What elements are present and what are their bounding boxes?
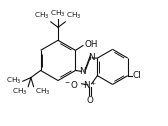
Text: CH$_3$: CH$_3$ xyxy=(6,76,22,86)
Text: CH$_3$: CH$_3$ xyxy=(34,87,50,97)
Text: CH$_3$: CH$_3$ xyxy=(50,8,66,19)
Text: CH$_3$: CH$_3$ xyxy=(12,87,28,97)
Text: CH$_3$: CH$_3$ xyxy=(66,11,82,21)
Text: N: N xyxy=(79,67,86,76)
Text: $^-$O: $^-$O xyxy=(63,79,79,90)
Text: O: O xyxy=(87,96,94,105)
Text: CH$_3$: CH$_3$ xyxy=(34,11,50,21)
Text: N$^+$: N$^+$ xyxy=(83,80,97,91)
Text: OH: OH xyxy=(85,40,98,49)
Text: Cl: Cl xyxy=(132,71,141,80)
Text: N: N xyxy=(88,53,94,62)
